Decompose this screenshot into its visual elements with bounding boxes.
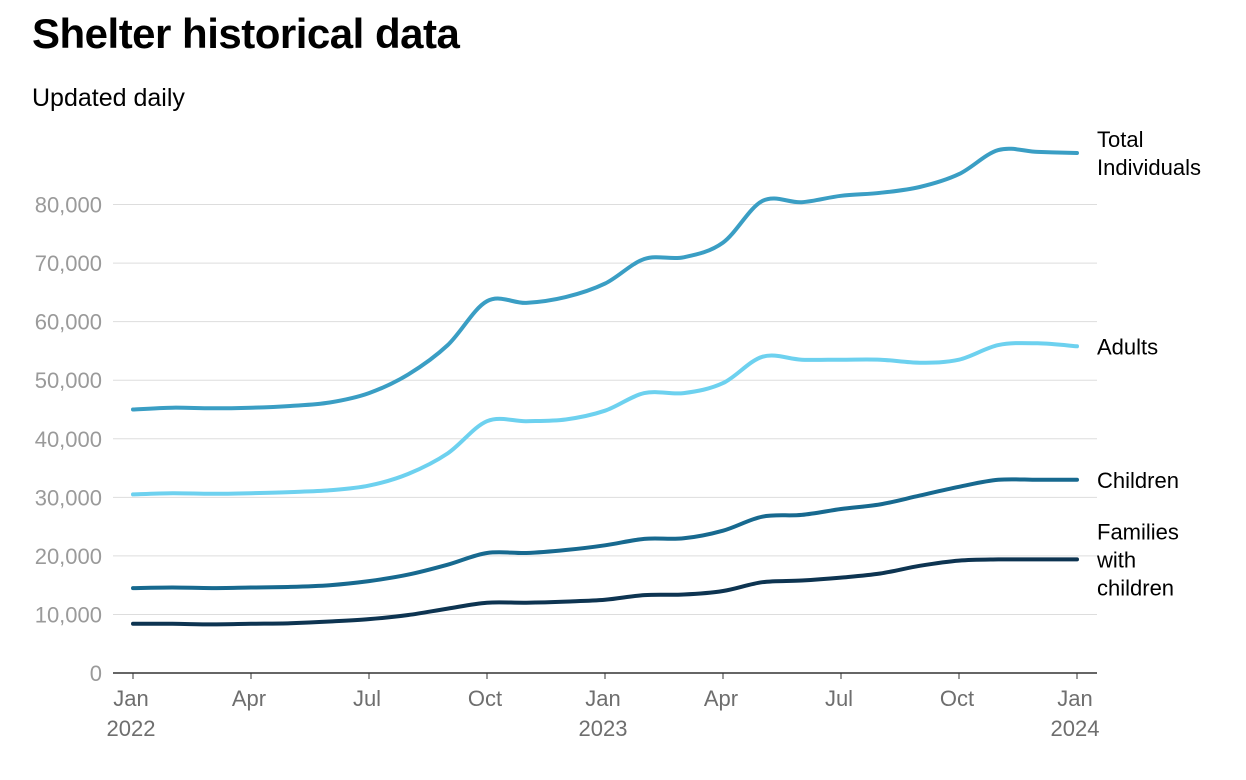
x-tick-label: Oct xyxy=(940,686,974,711)
series-lines xyxy=(131,146,1079,627)
x-tick-label: Jan xyxy=(113,686,148,711)
x-tick-year: 2022 xyxy=(107,716,156,741)
series-line-families-with-children xyxy=(131,557,1079,627)
y-axis: 0 10,000 20,000 30,000 40,000 50,000 60,000 70,… xyxy=(35,193,102,686)
x-tick-label: Oct xyxy=(468,686,502,711)
series-label: Total xyxy=(1097,127,1143,152)
y-tick-label: 20,000 xyxy=(35,544,102,569)
x-tick-label: Apr xyxy=(704,686,738,711)
grid-lines xyxy=(113,204,1097,674)
chart-subtitle: Updated daily xyxy=(32,84,185,112)
x-tick-label: Apr xyxy=(232,686,266,711)
series-label: Adults xyxy=(1097,334,1158,359)
y-tick-label: 10,000 xyxy=(35,602,102,627)
series-label: children xyxy=(1097,575,1174,600)
y-tick-label: 80,000 xyxy=(35,193,102,218)
x-tick-label: Jul xyxy=(825,686,853,711)
series-line-children xyxy=(131,477,1079,591)
series-labels: Total Individuals Adults Children Families wi… xyxy=(1096,127,1201,600)
x-axis: Jan 2022 Apr Jul Oct Jan 2023 Apr Jul Oct Jan 2024 xyxy=(107,673,1100,741)
y-tick-label: 50,000 xyxy=(35,368,102,393)
series-label: Families xyxy=(1097,519,1179,544)
y-tick-label: 0 xyxy=(90,661,102,686)
series-line-adults xyxy=(131,341,1079,497)
series-label: with xyxy=(1096,547,1136,572)
y-tick-label: 60,000 xyxy=(35,310,102,335)
x-tick-label: Jan xyxy=(1057,686,1092,711)
chart-title: Shelter historical data xyxy=(32,10,460,57)
x-tick-year: 2023 xyxy=(579,716,628,741)
y-tick-label: 30,000 xyxy=(35,485,102,510)
x-tick-label: Jul xyxy=(353,686,381,711)
y-tick-label: 70,000 xyxy=(35,251,102,276)
series-label: Children xyxy=(1097,468,1179,493)
series-label: Individuals xyxy=(1097,155,1201,180)
series-line-total-individuals xyxy=(131,146,1079,412)
y-tick-label: 40,000 xyxy=(35,427,102,452)
x-tick-label: Jan xyxy=(585,686,620,711)
x-tick-year: 2024 xyxy=(1051,716,1100,741)
